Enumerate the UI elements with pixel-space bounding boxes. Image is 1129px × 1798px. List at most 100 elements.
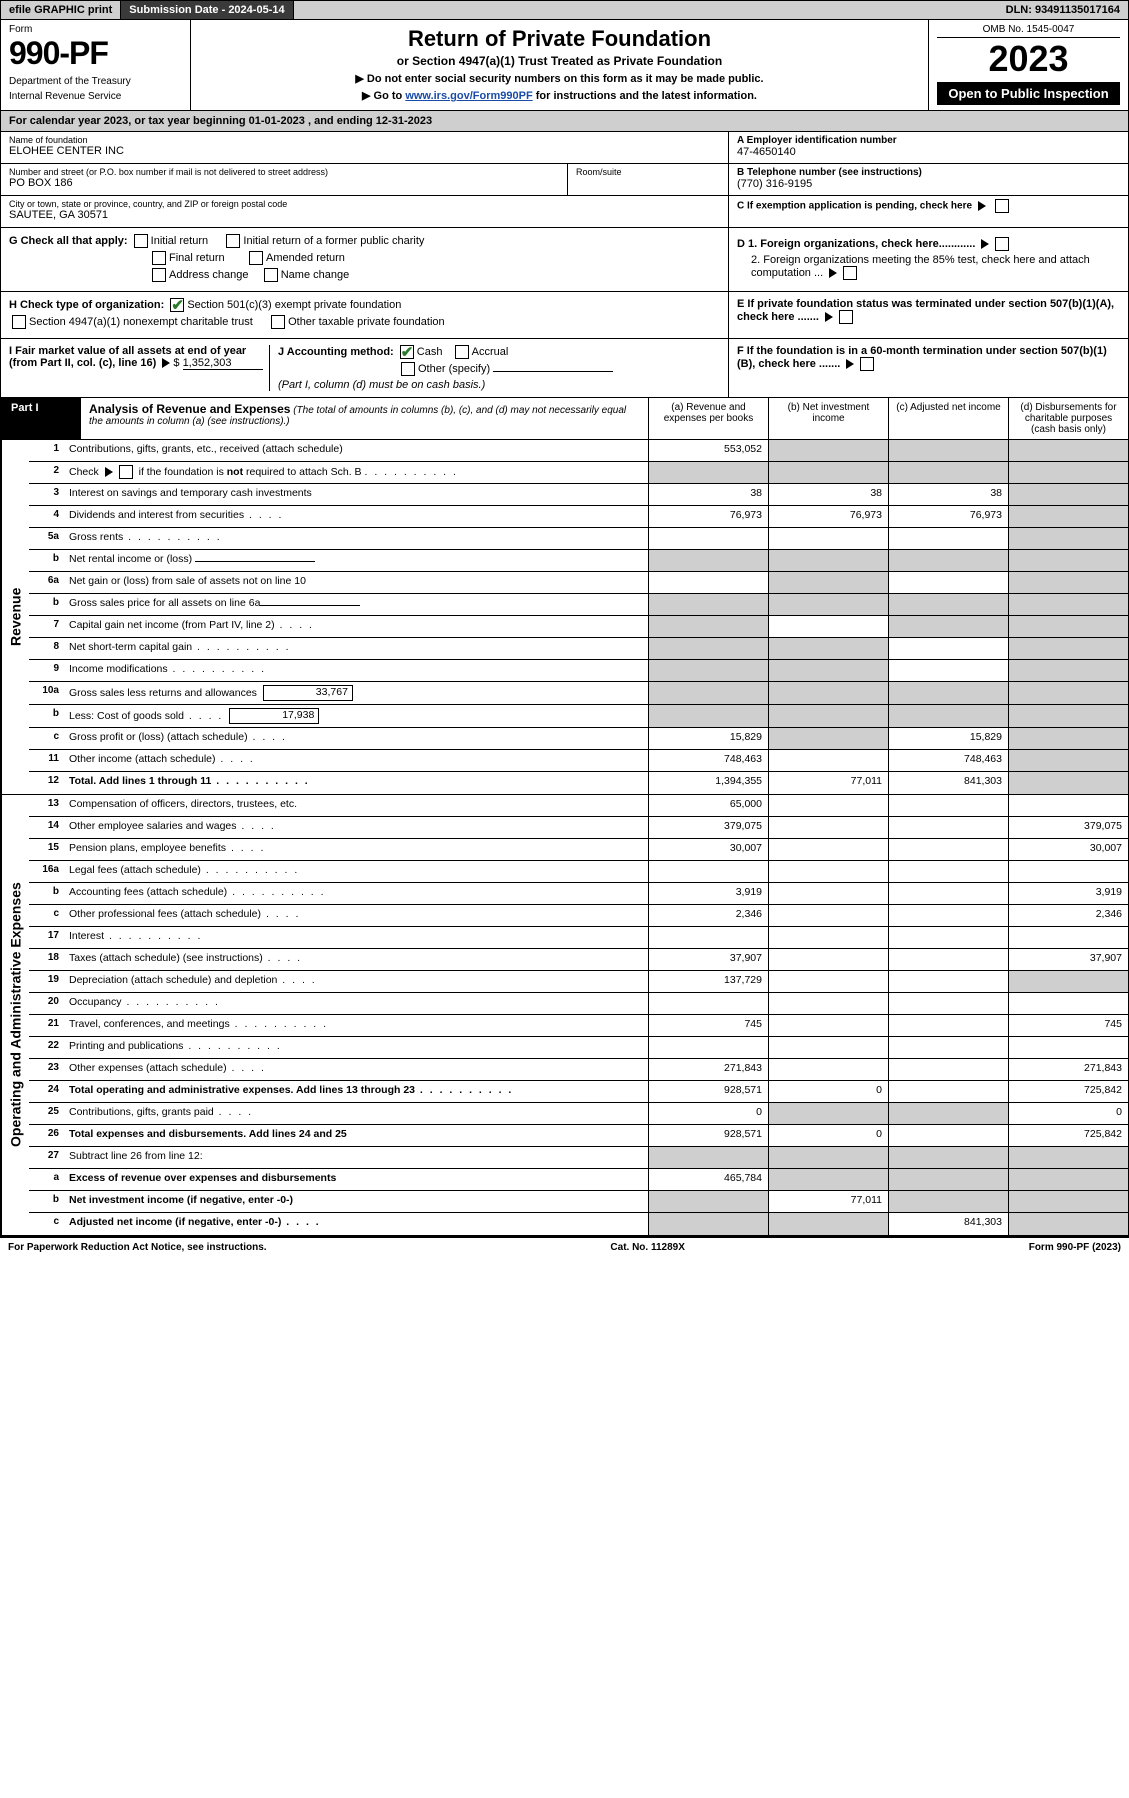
j-other-checkbox[interactable] — [401, 362, 415, 376]
instr-ssn: ▶ Do not enter social security numbers o… — [201, 72, 918, 85]
street-label: Number and street (or P.O. box number if… — [9, 167, 559, 177]
dept-treasury: Department of the Treasury — [9, 76, 182, 87]
table-row: 5aGross rents — [29, 528, 1128, 550]
j-block: J Accounting method: Cash Accrual Other … — [269, 345, 720, 391]
g-name-checkbox[interactable] — [264, 268, 278, 282]
table-row: 24Total operating and administrative exp… — [29, 1081, 1128, 1103]
form-title: Return of Private Foundation — [201, 26, 918, 52]
table-row: cAdjusted net income (if negative, enter… — [29, 1213, 1128, 1235]
table-row: 21Travel, conferences, and meetings74574… — [29, 1015, 1128, 1037]
g-initial-checkbox[interactable] — [134, 234, 148, 248]
j-note: (Part I, column (d) must be on cash basi… — [278, 379, 720, 391]
efile-label: efile GRAPHIC print — [1, 1, 121, 19]
table-row: 12Total. Add lines 1 through 111,394,355… — [29, 772, 1128, 794]
table-row: cOther professional fees (attach schedul… — [29, 905, 1128, 927]
triangle-icon — [825, 312, 833, 322]
d1-label: D 1. Foreign organizations, check here..… — [737, 238, 975, 250]
city-row: City or town, state or province, country… — [1, 196, 728, 228]
header-center: Return of Private Foundation or Section … — [191, 20, 928, 110]
table-row: 9Income modifications — [29, 660, 1128, 682]
form-label: Form — [9, 24, 182, 35]
table-row: 23Other expenses (attach schedule)271,84… — [29, 1059, 1128, 1081]
g-initial-former: Initial return of a former public charit… — [243, 235, 424, 247]
table-row: 3Interest on savings and temporary cash … — [29, 484, 1128, 506]
table-row: 6aNet gain or (loss) from sale of assets… — [29, 572, 1128, 594]
g-final-checkbox[interactable] — [152, 251, 166, 265]
d-checks: D 1. Foreign organizations, check here..… — [728, 228, 1128, 291]
j-cash-checkbox[interactable] — [400, 345, 414, 359]
e-checkbox[interactable] — [839, 310, 853, 324]
table-row: 7Capital gain net income (from Part IV, … — [29, 616, 1128, 638]
g-amended: Amended return — [266, 252, 345, 264]
triangle-icon — [105, 467, 113, 477]
j-cash: Cash — [417, 346, 443, 358]
d1-checkbox[interactable] — [995, 237, 1009, 251]
j-other-field[interactable] — [493, 371, 613, 372]
calendar-year-row: For calendar year 2023, or tax year begi… — [0, 111, 1129, 132]
ein-value: 47-4650140 — [737, 146, 1120, 158]
j-label: J Accounting method: — [278, 346, 394, 358]
table-row: 25Contributions, gifts, grants paid00 — [29, 1103, 1128, 1125]
instr2-post: for instructions and the latest informat… — [533, 90, 757, 102]
g-amended-checkbox[interactable] — [249, 251, 263, 265]
instr2-pre: ▶ Go to — [362, 90, 405, 102]
h-4947-checkbox[interactable] — [12, 315, 26, 329]
d2-checkbox[interactable] — [843, 266, 857, 280]
table-row: 19Depreciation (attach schedule) and dep… — [29, 971, 1128, 993]
info-left: Name of foundation ELOHEE CENTER INC Num… — [1, 132, 728, 228]
j-accrual-checkbox[interactable] — [455, 345, 469, 359]
info-block: Name of foundation ELOHEE CENTER INC Num… — [0, 132, 1129, 228]
room-cell: Room/suite — [568, 164, 728, 195]
triangle-icon — [981, 239, 989, 249]
tax-year: 2023 — [937, 38, 1120, 80]
col-b-head: (b) Net investment income — [768, 398, 888, 439]
h-checks: H Check type of organization: Section 50… — [1, 292, 728, 338]
h-other: Other taxable private foundation — [288, 316, 445, 328]
foundation-name: ELOHEE CENTER INC — [9, 145, 720, 157]
part1-label: Part I — [1, 398, 49, 418]
i-value: 1,352,303 — [183, 357, 263, 370]
j-other-line: Other (specify) — [398, 362, 720, 376]
ij-left: I Fair market value of all assets at end… — [1, 339, 728, 397]
form-subtitle: or Section 4947(a)(1) Trust Treated as P… — [201, 54, 918, 68]
expenses-side-label: Operating and Administrative Expenses — [1, 795, 29, 1235]
g-line3: Address change Name change — [149, 268, 720, 282]
f-check: F If the foundation is in a 60-month ter… — [728, 339, 1128, 397]
schB-checkbox[interactable] — [119, 465, 133, 479]
street-value: PO BOX 186 — [9, 177, 559, 189]
irs-link[interactable]: www.irs.gov/Form990PF — [405, 90, 532, 102]
room-label: Room/suite — [576, 167, 720, 177]
dept-irs: Internal Revenue Service — [9, 91, 182, 102]
h-501c3: Section 501(c)(3) exempt private foundat… — [187, 299, 401, 311]
table-row: 11Other income (attach schedule)748,4637… — [29, 750, 1128, 772]
g-address-checkbox[interactable] — [152, 268, 166, 282]
instr-link: ▶ Go to www.irs.gov/Form990PF for instru… — [201, 89, 918, 102]
table-row: 20Occupancy — [29, 993, 1128, 1015]
phone-value: (770) 316-9195 — [737, 178, 1120, 190]
col-d-head: (d) Disbursements for charitable purpose… — [1008, 398, 1128, 439]
h-4947: Section 4947(a)(1) nonexempt charitable … — [29, 316, 253, 328]
h-other-checkbox[interactable] — [271, 315, 285, 329]
g-checks: G Check all that apply: Initial return I… — [1, 228, 728, 291]
col-c-head: (c) Adjusted net income — [888, 398, 1008, 439]
topbar-spacer — [294, 1, 998, 19]
table-row: 15Pension plans, employee benefits30,007… — [29, 839, 1128, 861]
revenue-table: Revenue 1Contributions, gifts, grants, e… — [0, 440, 1129, 795]
expenses-body: 13Compensation of officers, directors, t… — [29, 795, 1128, 1235]
form-number: 990-PF — [9, 35, 182, 72]
dln-label: DLN: 93491135017164 — [998, 1, 1128, 19]
g-initial-former-checkbox[interactable] — [226, 234, 240, 248]
c-checkbox[interactable] — [995, 199, 1009, 213]
triangle-icon — [162, 358, 170, 368]
h-label: H Check type of organization: — [9, 299, 164, 311]
f-checkbox[interactable] — [860, 357, 874, 371]
name-label: Name of foundation — [9, 135, 720, 145]
f-label: F If the foundation is in a 60-month ter… — [737, 345, 1107, 370]
table-row: cGross profit or (loss) (attach schedule… — [29, 728, 1128, 750]
table-row: 14Other employee salaries and wages379,0… — [29, 817, 1128, 839]
h-501c3-checkbox[interactable] — [170, 298, 184, 312]
table-row: bAccounting fees (attach schedule)3,9193… — [29, 883, 1128, 905]
form-header: Form 990-PF Department of the Treasury I… — [0, 20, 1129, 111]
table-row: 26Total expenses and disbursements. Add … — [29, 1125, 1128, 1147]
col-a-head: (a) Revenue and expenses per books — [648, 398, 768, 439]
